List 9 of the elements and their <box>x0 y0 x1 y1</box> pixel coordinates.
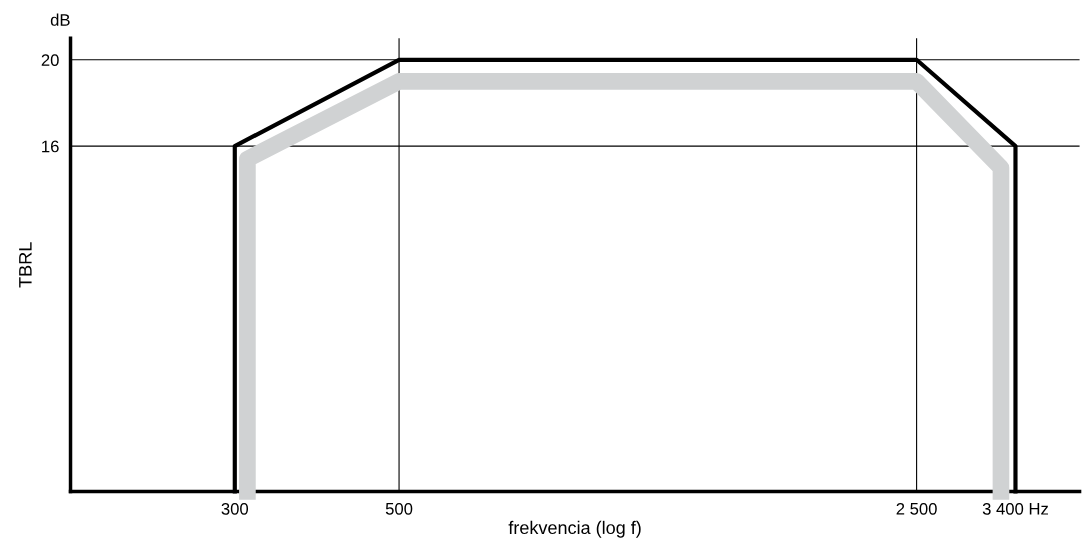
x-tick-label: 3 400 Hz <box>982 502 1048 515</box>
x-tick-label: 2 500 <box>896 502 937 515</box>
y-axis-title: TBRL <box>19 242 32 288</box>
y-tick-label: 20 <box>41 54 59 66</box>
x-axis-title: frekvencia (log f) <box>508 520 641 538</box>
y-tick-label: 16 <box>42 140 59 153</box>
x-tick-label: 500 <box>385 502 413 515</box>
x-tick-label: 300 <box>221 502 249 515</box>
text: dB <box>50 13 70 26</box>
